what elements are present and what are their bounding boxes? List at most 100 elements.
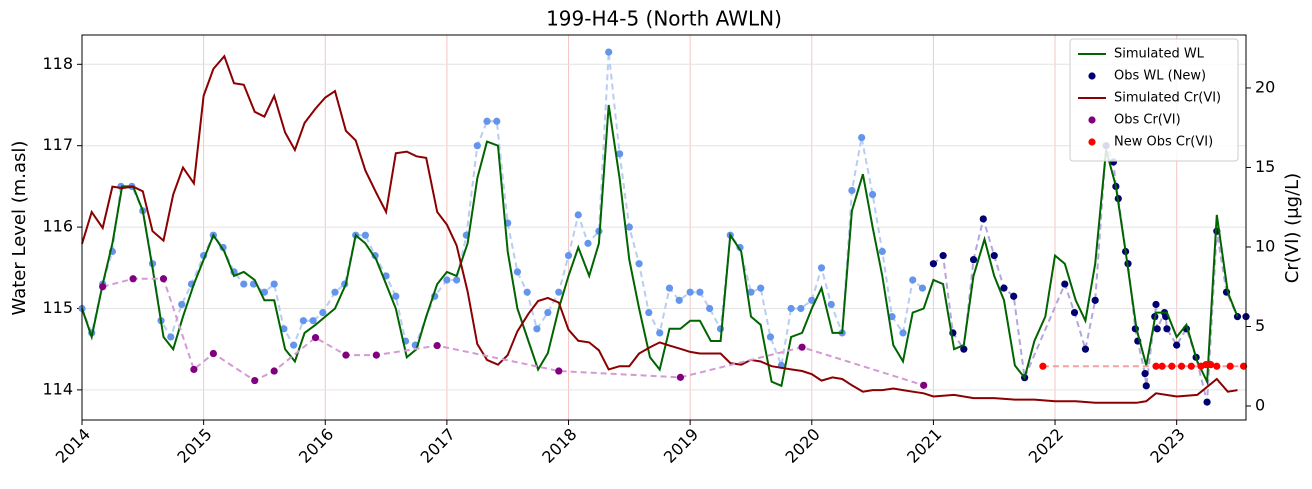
x-tick-label: 2020 — [782, 425, 824, 467]
data-point — [1163, 325, 1171, 333]
data-point — [1061, 280, 1069, 288]
chart-title: 199-H4-5 (North AWLN) — [546, 7, 782, 31]
data-point — [888, 313, 896, 321]
data-point — [686, 288, 694, 296]
data-point — [209, 349, 217, 358]
y-axis-label: Water Level (m.asl) — [9, 141, 30, 316]
data-point — [696, 288, 704, 296]
y-tick-label: 118 — [42, 54, 73, 73]
data-point — [747, 288, 755, 296]
data-point — [544, 308, 552, 317]
data-point — [675, 296, 683, 304]
data-point — [858, 133, 866, 142]
data-point — [808, 296, 816, 304]
data-point — [990, 251, 998, 260]
data-point — [1141, 370, 1149, 378]
y2-tick-label: 5 — [1255, 316, 1265, 335]
legend-swatch — [1088, 72, 1096, 80]
data-point — [1187, 362, 1195, 370]
data-point — [309, 317, 317, 325]
series-connector — [102, 277, 924, 387]
legend-swatch — [1088, 138, 1096, 146]
data-point — [1168, 362, 1176, 370]
data-point — [1070, 308, 1079, 317]
data-point — [190, 365, 198, 374]
data-point — [656, 329, 664, 337]
data-point — [1239, 362, 1248, 370]
y2-tick-label: 15 — [1255, 157, 1275, 176]
data-point — [129, 275, 137, 283]
data-point — [1233, 313, 1242, 321]
data-point — [331, 288, 339, 296]
data-point — [766, 333, 775, 341]
series-line — [81, 104, 1239, 388]
data-point — [319, 308, 327, 317]
data-point — [969, 256, 978, 264]
y2-tick-label: 0 — [1255, 396, 1265, 415]
data-point — [1213, 362, 1221, 370]
y-tick-label: 116 — [42, 217, 73, 236]
data-point — [939, 251, 947, 260]
data-point — [1010, 292, 1018, 300]
data-point — [787, 304, 795, 313]
data-point — [797, 304, 805, 313]
data-point — [918, 284, 927, 292]
data-point — [929, 260, 938, 268]
data-point — [493, 117, 501, 125]
data-point — [1039, 362, 1047, 370]
x-tick-label: 2021 — [903, 425, 945, 467]
legend-label: New Obs Cr(VI) — [1114, 135, 1213, 150]
data-point — [1207, 361, 1215, 369]
series-connector — [1042, 363, 1244, 368]
legend-label: Simulated WL — [1114, 47, 1205, 62]
data-point — [645, 308, 653, 317]
data-point — [1226, 362, 1234, 370]
data-point — [555, 288, 563, 296]
data-point — [616, 150, 624, 158]
data-point — [868, 190, 877, 199]
data-point — [960, 345, 968, 353]
data-point — [676, 373, 685, 381]
plot-frame — [81, 34, 1247, 421]
data-point — [1203, 398, 1211, 406]
data-point — [899, 329, 907, 337]
data-point — [584, 239, 592, 247]
data-point — [979, 215, 987, 223]
data-point — [706, 304, 714, 313]
data-point — [270, 280, 278, 288]
x-tick-label: 2017 — [417, 425, 459, 467]
data-point — [167, 333, 175, 341]
data-point — [1152, 362, 1160, 370]
data-point — [473, 142, 481, 150]
data-point — [920, 381, 928, 389]
y-tick-label: 114 — [42, 379, 73, 398]
data-point — [1152, 300, 1160, 309]
data-point — [848, 186, 856, 195]
data-point — [99, 283, 107, 291]
x-tick-label: 2018 — [538, 425, 580, 467]
data-point — [817, 264, 826, 272]
data-point — [1000, 284, 1008, 292]
data-point — [533, 325, 541, 333]
data-point — [311, 334, 320, 342]
data-point — [342, 351, 350, 359]
x-tick-label: 2022 — [1025, 425, 1067, 467]
data-point — [635, 260, 643, 268]
data-point — [483, 117, 491, 125]
data-point — [260, 288, 269, 296]
series-connector — [81, 51, 924, 370]
legend-swatch — [1088, 116, 1096, 124]
data-point — [625, 223, 633, 231]
data-point — [605, 48, 613, 56]
y-tick-label: 117 — [42, 135, 73, 154]
data-point — [513, 268, 522, 276]
x-tick-label: 2023 — [1146, 425, 1188, 467]
data-point — [453, 276, 461, 284]
data-point — [251, 376, 259, 385]
data-point — [1142, 382, 1150, 390]
data-point — [878, 247, 886, 256]
x-tick-label: 2019 — [660, 425, 702, 467]
data-point — [1081, 345, 1090, 353]
y-tick-label: 115 — [42, 298, 73, 317]
data-point — [564, 251, 573, 260]
